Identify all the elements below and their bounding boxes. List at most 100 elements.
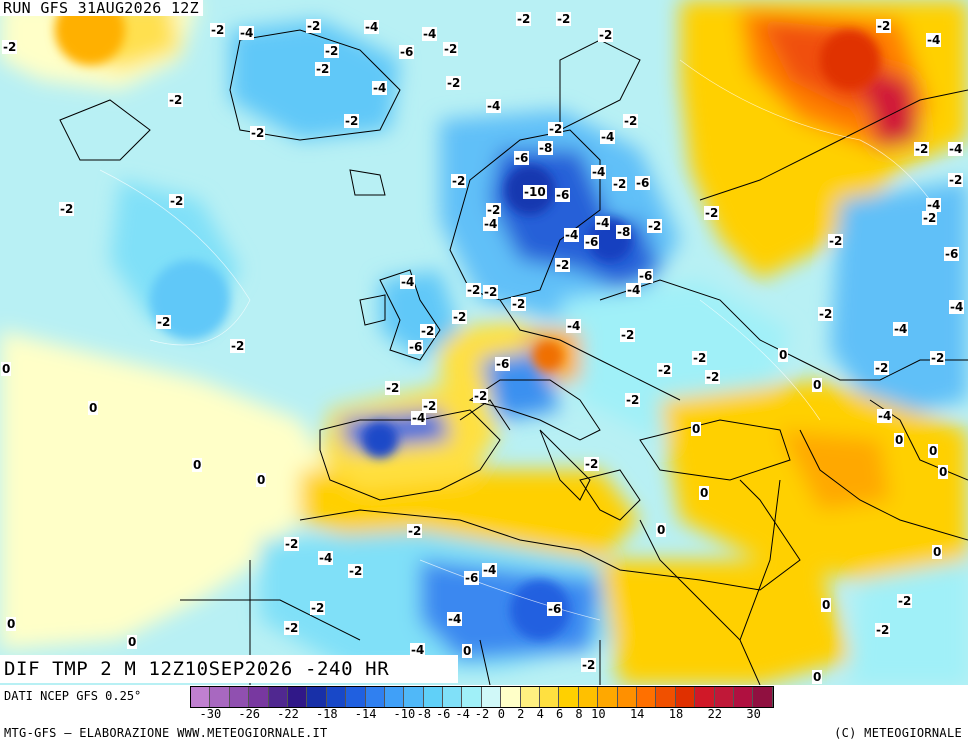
anomaly-value-label: 0 xyxy=(6,617,17,631)
scale-tick-label: -22 xyxy=(277,707,299,721)
anomaly-value-label: -4 xyxy=(364,20,380,34)
anomaly-value-label: -4 xyxy=(564,228,580,242)
anomaly-value-label: -6 xyxy=(514,151,530,165)
anomaly-value-label: -2 xyxy=(828,234,844,248)
anomaly-value-label: -6 xyxy=(495,357,511,371)
anomaly-value-label: -2 xyxy=(315,62,331,76)
anomaly-value-label: -2 xyxy=(657,363,673,377)
anomaly-value-label: -2 xyxy=(612,177,628,191)
color-swatch xyxy=(501,687,521,707)
anomaly-value-label: -2 xyxy=(407,524,423,538)
anomaly-value-label: -2 xyxy=(876,19,892,33)
color-scale-bar xyxy=(190,686,774,708)
anomaly-value-label: -2 xyxy=(511,297,527,311)
color-swatch xyxy=(578,687,599,707)
anomaly-value-label: -2 xyxy=(422,399,438,413)
anomaly-value-label: -6 xyxy=(547,602,563,616)
scale-tick-label: -18 xyxy=(315,707,338,721)
anomaly-value-label: -2 xyxy=(284,537,300,551)
anomaly-value-label: 0 xyxy=(894,433,905,447)
color-swatch xyxy=(287,687,308,707)
anomaly-value-label: -10 xyxy=(523,185,547,199)
anomaly-value-label: -2 xyxy=(875,623,891,637)
anomaly-value-label: -2 xyxy=(59,202,75,216)
anomaly-value-label: -2 xyxy=(548,122,564,136)
scale-tick-label: -8 xyxy=(416,707,432,721)
anomaly-value-label: -2 xyxy=(914,142,930,156)
anomaly-value-label: -2 xyxy=(169,194,185,208)
anomaly-value-label: -8 xyxy=(616,225,632,239)
anomaly-value-label: -4 xyxy=(410,643,426,657)
scale-tick-label: -26 xyxy=(238,707,261,721)
anomaly-value-label: 0 xyxy=(656,523,667,537)
anomaly-value-label: -4 xyxy=(949,300,965,314)
scale-tick-label: 8 xyxy=(575,707,583,721)
anomaly-value-label: -2 xyxy=(466,283,482,297)
scale-tick-label: 6 xyxy=(555,707,564,721)
scale-tick-label: -30 xyxy=(199,707,222,721)
color-swatch xyxy=(598,687,618,707)
color-swatch xyxy=(753,687,773,707)
anomaly-value-label: 0 xyxy=(462,644,473,658)
anomaly-value-label: -2 xyxy=(692,351,708,365)
scale-tick-label: 14 xyxy=(629,707,645,721)
anomaly-value-label: 0 xyxy=(812,670,823,684)
temperature-anomaly-map: -2 -2 -4 -2 -4 -4 -2 -2 -2 -4 -2 -6 -2 -2 -2 -4 -2 -4 -2 -2… xyxy=(0,0,968,685)
anomaly-value-label: -2 xyxy=(324,44,340,58)
color-swatch xyxy=(423,687,444,707)
scale-tick-label: -6 xyxy=(435,707,451,721)
legend-panel: DATI NCEP GFS 0.25° -30 -26 -22 -18 -14 -10 -8… xyxy=(0,685,968,745)
scale-tick-label: 0 xyxy=(497,707,506,721)
anomaly-value-label: -2 xyxy=(874,361,890,375)
anomaly-value-label: -2 xyxy=(446,76,462,90)
anomaly-value-label: -2 xyxy=(623,114,639,128)
scale-tick-label: 10 xyxy=(591,707,606,721)
anomaly-value-label: -2 xyxy=(897,594,913,608)
anomaly-value-label: -2 xyxy=(473,389,489,403)
color-swatch xyxy=(656,687,676,707)
anomaly-value-label: -2 xyxy=(443,42,459,56)
color-swatch xyxy=(191,687,211,707)
color-swatch xyxy=(365,687,385,707)
anomaly-value-label: -6 xyxy=(408,340,424,354)
coastlines xyxy=(59,29,968,685)
anomaly-value-label: 0 xyxy=(821,598,832,612)
color-swatch xyxy=(384,687,405,707)
color-scale-ticks: -30 -26 -22 -18 -14 -10 -8 -6 -4 -2 0 2 4 6 8 10 14 18 22 3… xyxy=(190,707,966,723)
anomaly-value-label: -4 xyxy=(948,142,964,156)
anomaly-value-label: 0 xyxy=(812,378,823,392)
anomaly-value-label: -6 xyxy=(399,45,415,59)
anomaly-value-label: -2 xyxy=(306,19,322,33)
scale-tick-label: 30 xyxy=(746,707,761,721)
anomaly-field xyxy=(0,0,968,685)
scale-tick-label: -4 xyxy=(455,707,470,721)
run-label: RUN GFS 31AUG2026 12Z xyxy=(0,0,203,16)
scale-tick-label: -2 xyxy=(474,707,490,721)
color-swatch xyxy=(714,687,734,707)
color-swatch xyxy=(733,687,754,707)
anomaly-value-label: -2 xyxy=(620,328,636,342)
color-swatch xyxy=(636,687,657,707)
anomaly-value-label: 0 xyxy=(938,465,949,479)
anomaly-value-label: -2 xyxy=(818,307,834,321)
anomaly-value-label: -2 xyxy=(704,206,720,220)
anomaly-value-label: -6 xyxy=(638,269,654,283)
anomaly-value-label: -2 xyxy=(348,564,364,578)
anomaly-value-label: -2 xyxy=(310,601,326,615)
color-swatch xyxy=(404,687,424,707)
color-swatch xyxy=(443,687,463,707)
anomaly-value-label: -2 xyxy=(2,40,18,54)
anomaly-value-label: -2 xyxy=(948,173,964,187)
anomaly-value-label: -4 xyxy=(926,198,942,212)
anomaly-value-label: -4 xyxy=(400,275,416,289)
scale-tick-label: 18 xyxy=(668,707,684,721)
anomaly-value-label: -2 xyxy=(556,12,572,26)
anomaly-value-label: 0 xyxy=(88,401,99,415)
color-swatch xyxy=(307,687,327,707)
anomaly-value-label: -4 xyxy=(626,283,642,297)
anomaly-value-label: -4 xyxy=(600,130,616,144)
anomaly-value-label: -4 xyxy=(926,33,942,47)
anomaly-value-label: -2 xyxy=(584,457,600,471)
anomaly-value-label: -4 xyxy=(411,411,427,425)
anomaly-value-label: -2 xyxy=(230,339,246,353)
